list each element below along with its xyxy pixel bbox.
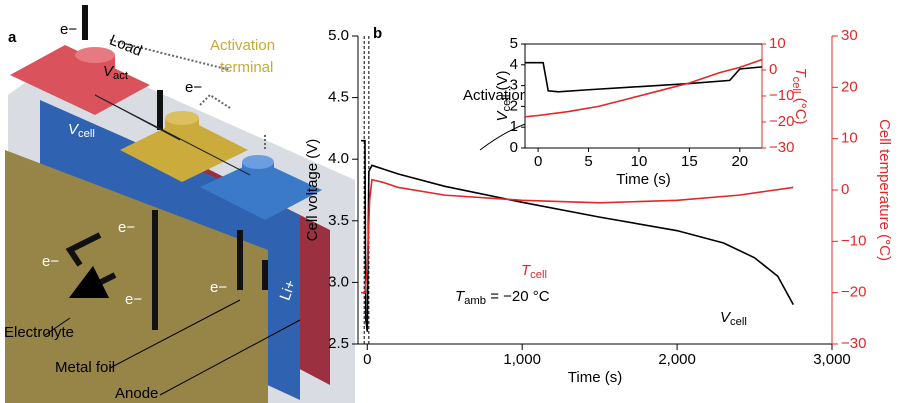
series-line	[524, 58, 763, 118]
text-part: T	[455, 288, 466, 305]
y-tick-label: 3	[510, 77, 518, 94]
vcell-label: Vcell	[68, 121, 95, 140]
main-chart: 0 1,000 2,000 3,000 2.5 3.0 3.5 4.0 4.5 5.0 −30 −20…	[304, 25, 893, 386]
x-tick-label: 3,000	[813, 351, 851, 368]
series-line	[525, 61, 763, 93]
series-line	[361, 178, 794, 294]
vact-label: Vact	[103, 63, 129, 82]
li-label: Li+	[277, 277, 300, 302]
leader-lines	[44, 299, 301, 396]
text-part: cell	[530, 269, 547, 281]
panel-a: a e− Load Vact Activation terminal e− Vc…	[4, 5, 355, 403]
text-part: cell	[790, 77, 802, 94]
x-tick-label: 15	[681, 153, 698, 170]
activation-tab	[120, 118, 248, 182]
activation-label: Activation	[210, 37, 275, 54]
anode-label: Anode	[115, 385, 158, 402]
y-tick-label: 5.0	[328, 27, 349, 44]
metal-foil-label: Metal foil	[55, 359, 115, 376]
y2-tick-label: −30	[769, 139, 794, 156]
text-part: cell	[501, 95, 513, 112]
electron-label: e−	[210, 279, 227, 296]
y-tick-label: 1	[510, 118, 518, 135]
y-axis-label: Vcell (V)	[494, 70, 513, 121]
voltage-lines	[94, 94, 251, 176]
text-part: V	[494, 110, 511, 122]
text-part: V	[720, 309, 732, 326]
y2-tick-label: −10	[841, 232, 866, 249]
text-part: = −20 °C	[486, 288, 550, 305]
y2-tick-label: −20	[841, 284, 866, 301]
text-part: T	[521, 262, 532, 279]
x-tick-label: 1,000	[503, 351, 541, 368]
text-part: cell	[730, 316, 747, 328]
x-tick-label: 10	[631, 153, 648, 170]
text-part: cell	[78, 128, 95, 140]
y-tick-label: 5	[510, 35, 518, 52]
panel-label: a	[8, 29, 17, 46]
y-tick-label: 0	[510, 139, 518, 156]
series-line	[361, 139, 794, 332]
y2-tick-label: 10	[769, 35, 786, 52]
y2-tick-label: −20	[769, 113, 794, 130]
y-tick-label: 4	[510, 56, 518, 73]
electron-label: e−	[125, 291, 142, 308]
text-part: V	[103, 63, 115, 80]
text-part: (°C)	[792, 94, 809, 125]
anode-tab	[200, 160, 322, 220]
y-axis-label: Cell voltage (V)	[304, 139, 321, 242]
y2-tick-label: −30	[841, 335, 866, 352]
y2-axis-label: Tcell (°C)	[790, 67, 809, 124]
y-tick-label: 3.5	[328, 212, 349, 229]
legend-vcell: Vcell	[720, 309, 747, 328]
load-wire	[109, 39, 266, 150]
y-tick-label: 2	[510, 97, 518, 114]
annotation: Tamb = −20 °C	[455, 288, 550, 307]
y2-tick-label: 0	[769, 61, 777, 78]
text-part: act	[113, 70, 129, 82]
electron-label: e−	[185, 79, 202, 96]
x-tick-label: 20	[731, 153, 748, 170]
y2-tick-label: 10	[841, 130, 858, 147]
y-tick-label: 4.5	[328, 89, 349, 106]
panel-label: b	[373, 25, 382, 42]
y2-tick-label: 30	[841, 27, 858, 44]
x-axis-label: Time (s)	[568, 369, 622, 386]
y-tick-label: 4.0	[328, 150, 349, 167]
electrolyte-label: Electrolyte	[4, 324, 74, 341]
y2-tick-label: 20	[841, 78, 858, 95]
electron-arrows	[70, 5, 268, 330]
inset-background	[525, 44, 762, 148]
panel-b: 0 1,000 2,000 3,000 2.5 3.0 3.5 4.0 4.5 5.0 −30 −20…	[304, 25, 893, 386]
activation-cap	[165, 111, 199, 125]
x-tick-label: 2,000	[658, 351, 696, 368]
metal-foil	[5, 150, 268, 403]
text-part: T	[792, 67, 809, 78]
text-part: (V)	[494, 70, 511, 94]
y2-axis-label: Cell temperature (°C)	[876, 119, 893, 261]
terminal-label: terminal	[220, 59, 273, 76]
text-part: V	[68, 121, 80, 138]
y2-tick-label: −10	[769, 87, 794, 104]
electron-label: e−	[118, 219, 135, 236]
anode-cap	[242, 155, 274, 169]
x-axis-label: Time (s)	[616, 171, 670, 188]
text-part: amb	[464, 295, 486, 307]
y-tick-label: 2.5	[328, 335, 349, 352]
y-tick-label: 3.0	[328, 273, 349, 290]
annotation: Activation	[463, 87, 528, 104]
electron-label: e−	[42, 253, 59, 270]
y2-tick-label: 0	[841, 181, 849, 198]
electron-label: e−	[60, 21, 77, 38]
x-tick-label: 5	[584, 153, 592, 170]
x-tick-label: 0	[534, 153, 542, 170]
x-tick-label: 0	[363, 351, 371, 368]
legend-tcell: Tcell	[521, 262, 547, 281]
cathode-cap	[75, 47, 115, 63]
